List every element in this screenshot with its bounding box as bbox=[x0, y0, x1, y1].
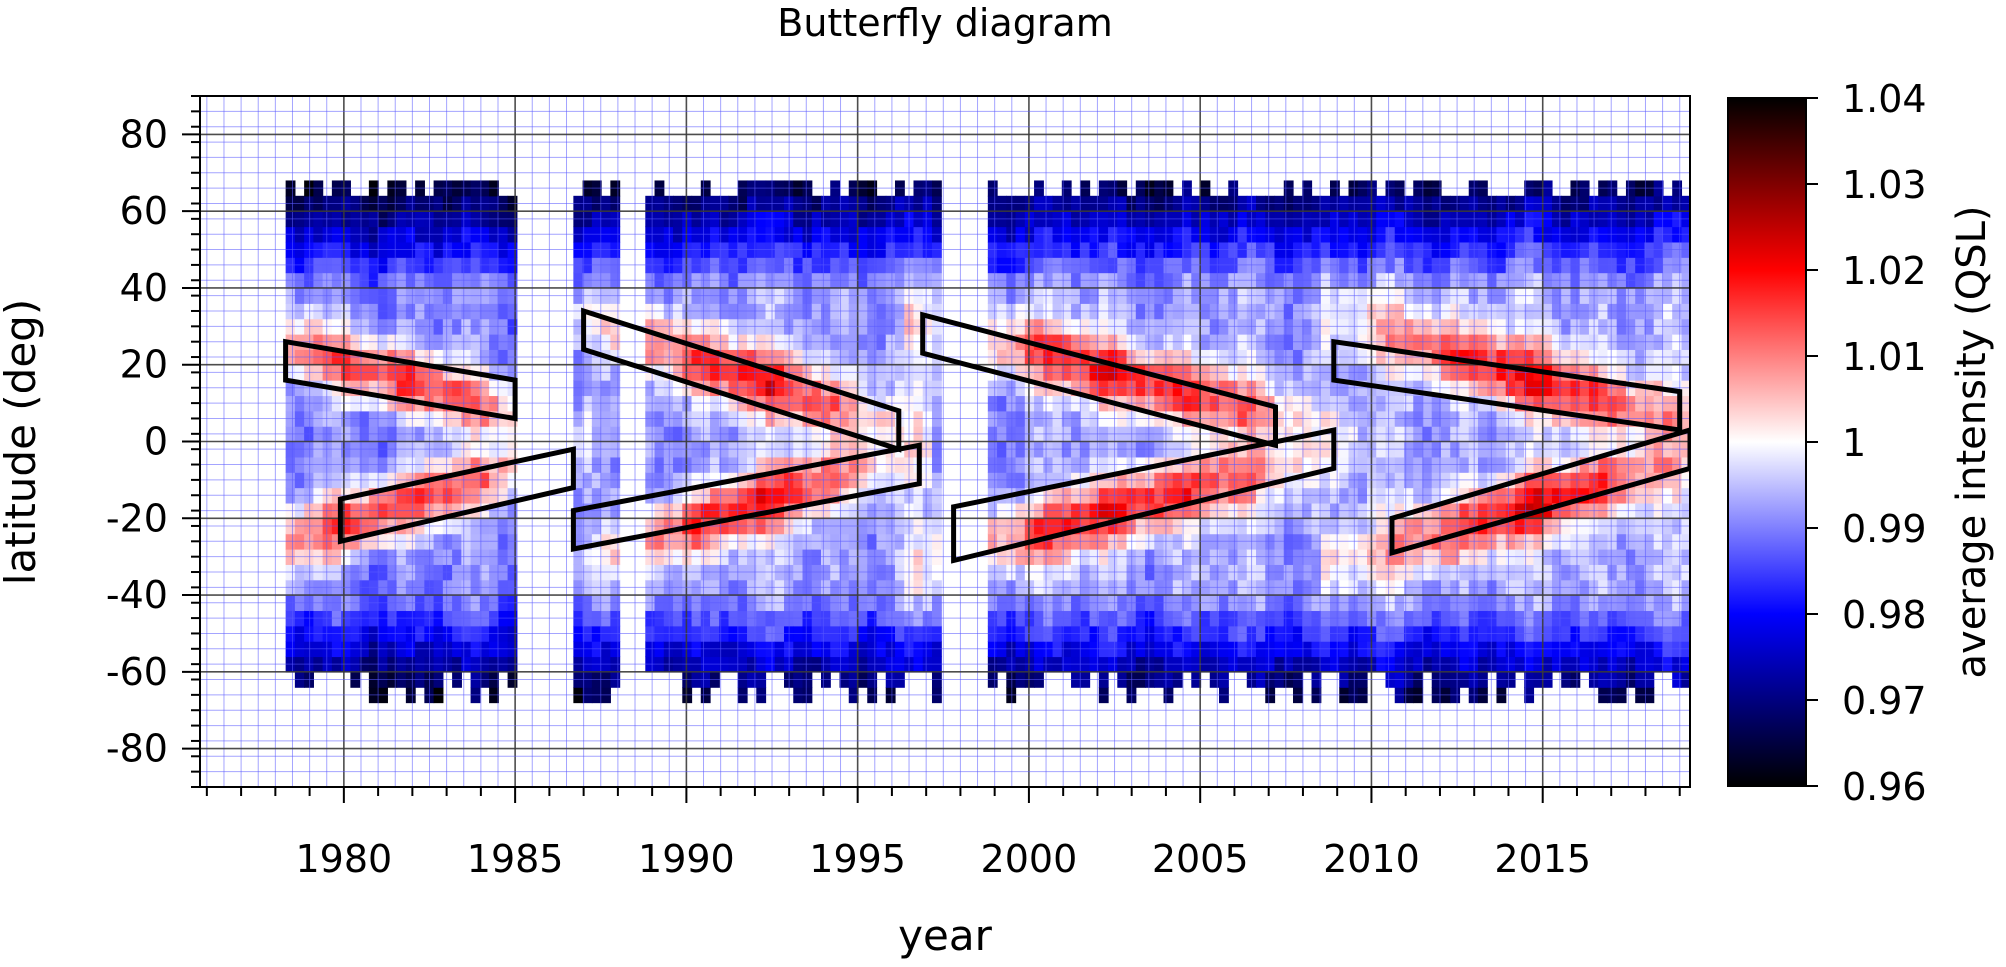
annotation-polygon-cycle-23-north bbox=[920, 311, 1278, 449]
annotation-polygon-cycle-21-south bbox=[337, 446, 576, 545]
annotation-polygon-cycle-23-south bbox=[951, 426, 1337, 564]
colorbar-tick-label: 1.01 bbox=[1842, 335, 1927, 379]
annotation-polygon-cycle-24-north bbox=[1331, 338, 1683, 433]
annotation-polygon-cycle-21-north bbox=[283, 338, 518, 422]
annotation-polygon-cycle-22-south bbox=[570, 442, 922, 553]
x-tick-label: 1980 bbox=[296, 837, 393, 881]
colorbar-tick-label: 0.96 bbox=[1842, 765, 1927, 809]
y-tick-label: -40 bbox=[106, 573, 168, 617]
colorbar-tick-label: 0.98 bbox=[1842, 593, 1927, 637]
x-tick-label: 2000 bbox=[981, 837, 1078, 881]
y-tick-label: 40 bbox=[120, 266, 168, 310]
colorbar-label: average intensity (QSL) bbox=[1949, 206, 1995, 679]
y-axis-ticks: 80 60 40 20 0 -20 -40 -60 -80 bbox=[106, 95, 200, 788]
colorbar bbox=[1727, 97, 1807, 787]
colorbar-tick-label: 1.02 bbox=[1842, 249, 1927, 293]
x-tick-label: 1995 bbox=[809, 837, 906, 881]
y-tick-label: -80 bbox=[106, 727, 168, 771]
x-tick-label: 2010 bbox=[1323, 837, 1420, 881]
x-axis-label: year bbox=[898, 911, 992, 960]
y-axis-label: latitude (deg) bbox=[0, 299, 45, 585]
colorbar-tick-label: 1 bbox=[1842, 421, 1866, 465]
annotation-polygons bbox=[283, 307, 1690, 564]
x-tick-label: 2005 bbox=[1152, 837, 1249, 881]
chart-title: Butterfly diagram bbox=[777, 1, 1112, 45]
colorbar-tick-label: 0.99 bbox=[1842, 507, 1927, 551]
x-tick-label: 2015 bbox=[1494, 837, 1591, 881]
y-tick-label: -20 bbox=[106, 496, 168, 540]
colorbar-tick-label: 1.03 bbox=[1842, 163, 1927, 207]
y-tick-label: 0 bbox=[144, 420, 168, 464]
x-tick-label: 1990 bbox=[638, 837, 735, 881]
grid bbox=[200, 96, 1690, 787]
colorbar-tick-label: 0.97 bbox=[1842, 679, 1927, 723]
colorbar-ticks: 1.04 1.03 1.02 1.01 1 0.99 0.98 0.97 0.96 bbox=[1806, 77, 1927, 809]
y-tick-label: 80 bbox=[120, 112, 168, 156]
y-tick-label: 60 bbox=[120, 189, 168, 233]
annotation-polygon-cycle-24-south bbox=[1389, 427, 1690, 557]
y-tick-label: 20 bbox=[120, 343, 168, 387]
x-axis-ticks: 1980 1985 1990 1995 2000 2005 2010 2015 bbox=[205, 787, 1681, 881]
colorbar-tick-label: 1.04 bbox=[1842, 77, 1927, 121]
x-tick-label: 1985 bbox=[467, 837, 564, 881]
y-tick-label: -60 bbox=[106, 650, 168, 694]
